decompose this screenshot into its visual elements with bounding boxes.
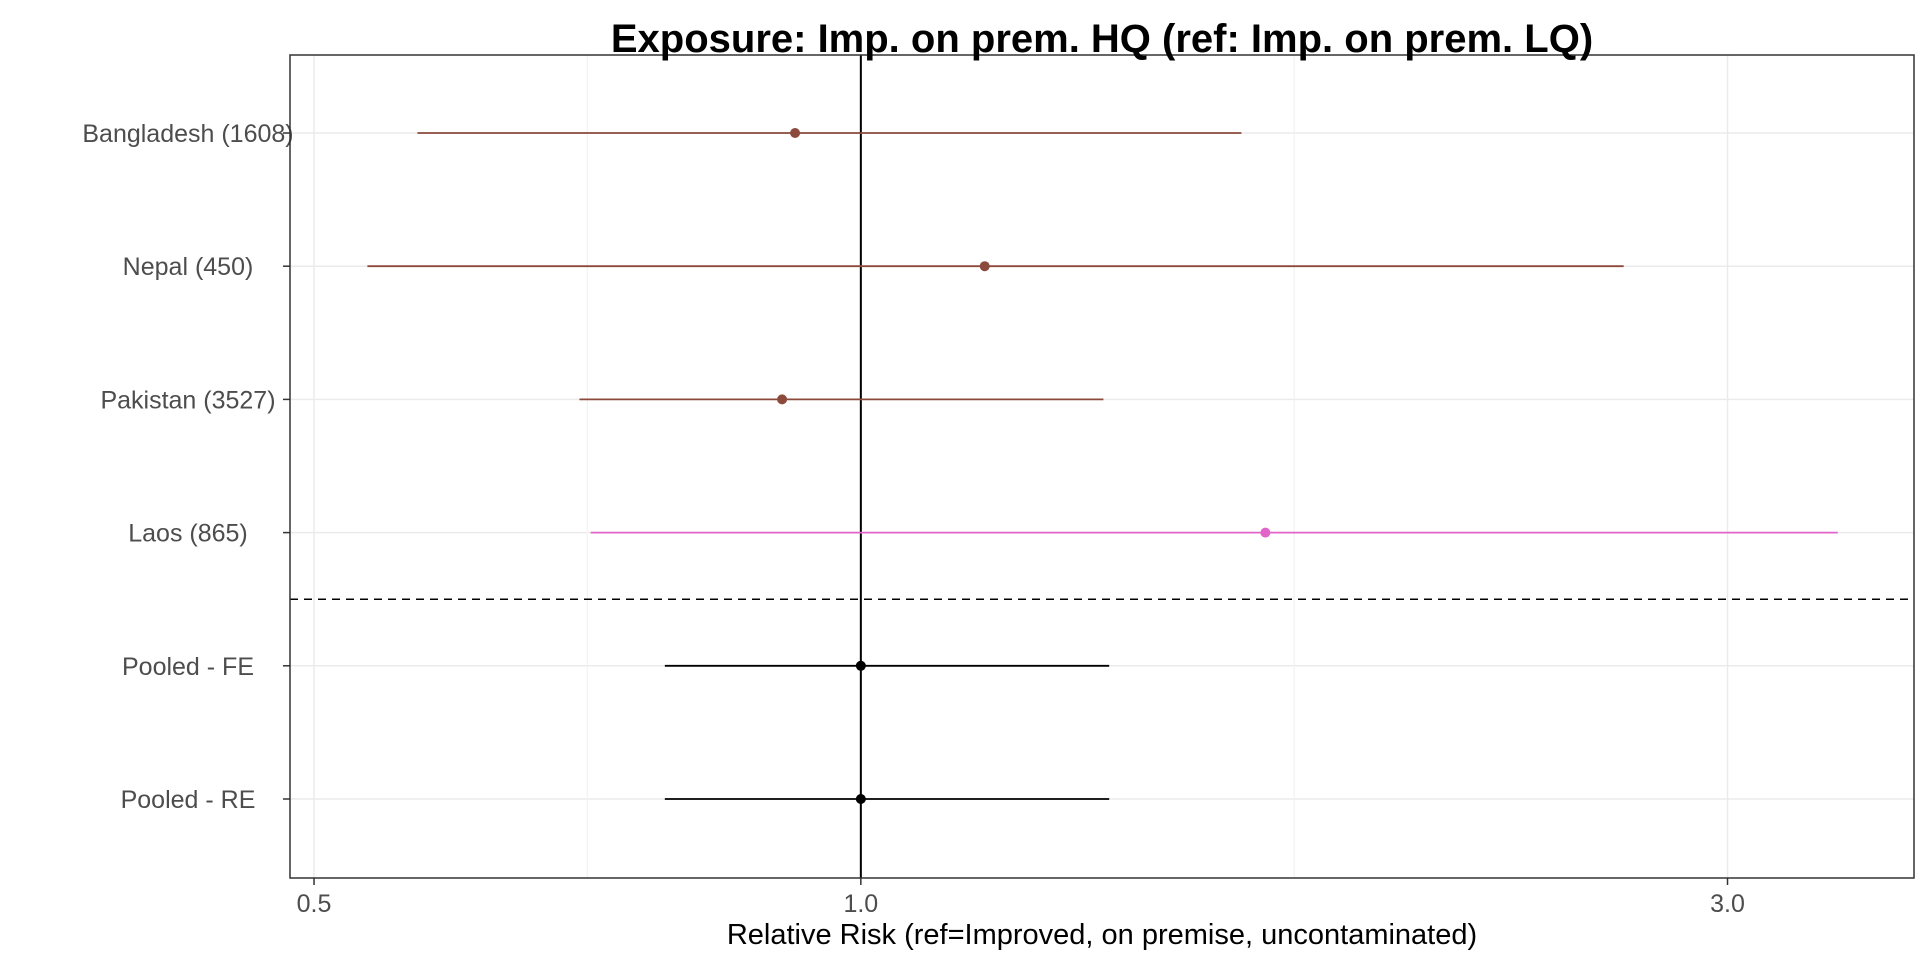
x-axis-ticks: 0.5 1.0 3.0 xyxy=(297,878,1745,918)
row-label: Bangladesh (1608) xyxy=(82,120,293,148)
row-label: Pooled - RE xyxy=(121,786,256,814)
point-estimate xyxy=(790,128,801,138)
chart-title: Exposure: Imp. on prem. HQ (ref: Imp. on… xyxy=(611,17,1593,61)
row-label: Laos (865) xyxy=(128,520,248,548)
x-axis-label: Relative Risk (ref=Improved, on premise,… xyxy=(727,919,1477,951)
point-estimate xyxy=(855,660,866,671)
point-estimate xyxy=(777,394,788,405)
row-label: Nepal (450) xyxy=(123,253,254,281)
x-tick-label: 0.5 xyxy=(297,890,332,918)
panel-border xyxy=(289,54,1915,879)
point-estimate xyxy=(979,261,990,272)
point-estimate xyxy=(855,794,866,804)
row-labels: Bangladesh (1608) Nepal (450) Pakistan (35… xyxy=(82,120,293,814)
row-label: Pooled - FE xyxy=(122,653,254,681)
x-tick-label: 1.0 xyxy=(843,890,878,918)
reference-line-group xyxy=(290,55,1914,878)
row-label: Pakistan (3527) xyxy=(100,386,275,414)
x-tick-label: 3.0 xyxy=(1710,890,1745,918)
interval-marks xyxy=(367,128,1838,804)
point-estimate xyxy=(1260,527,1271,538)
